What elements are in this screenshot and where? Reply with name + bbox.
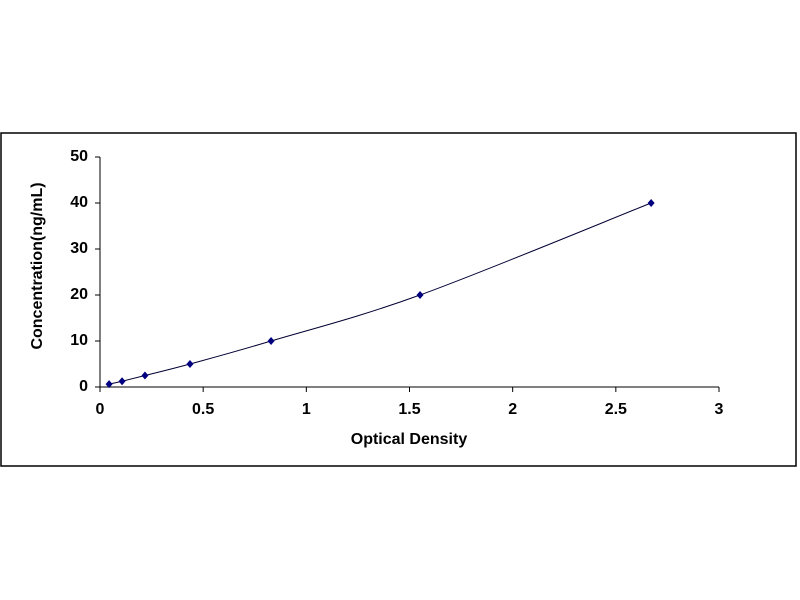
data-point	[105, 380, 113, 389]
x-tick-label: 1.5	[398, 401, 420, 418]
y-tick-label: 30	[70, 240, 88, 257]
y-axis-title: Concentration(ng/mL)	[29, 182, 46, 349]
x-tick-label: 3	[715, 401, 724, 418]
fit-line	[108, 202, 652, 385]
y-tick-label: 20	[70, 286, 88, 303]
x-tick-label: 0	[96, 401, 105, 418]
x-axis-title: Optical Density	[351, 431, 468, 448]
data-point	[416, 291, 424, 299]
x-tick-label: 0.5	[192, 401, 214, 418]
y-tick-label: 40	[70, 194, 88, 211]
x-tick-label: 2	[508, 401, 517, 418]
data-point	[267, 337, 275, 345]
data-point	[647, 199, 655, 207]
chart-frame	[0, 132, 797, 467]
y-tick-label: 50	[70, 148, 88, 165]
data-point	[186, 360, 194, 368]
y-tick-label: 10	[70, 332, 88, 349]
x-tick-label: 2.5	[605, 401, 627, 418]
data-point	[141, 371, 149, 380]
x-tick-label: 1	[302, 401, 311, 418]
data-point	[118, 377, 126, 386]
y-tick-label: 0	[79, 378, 88, 395]
